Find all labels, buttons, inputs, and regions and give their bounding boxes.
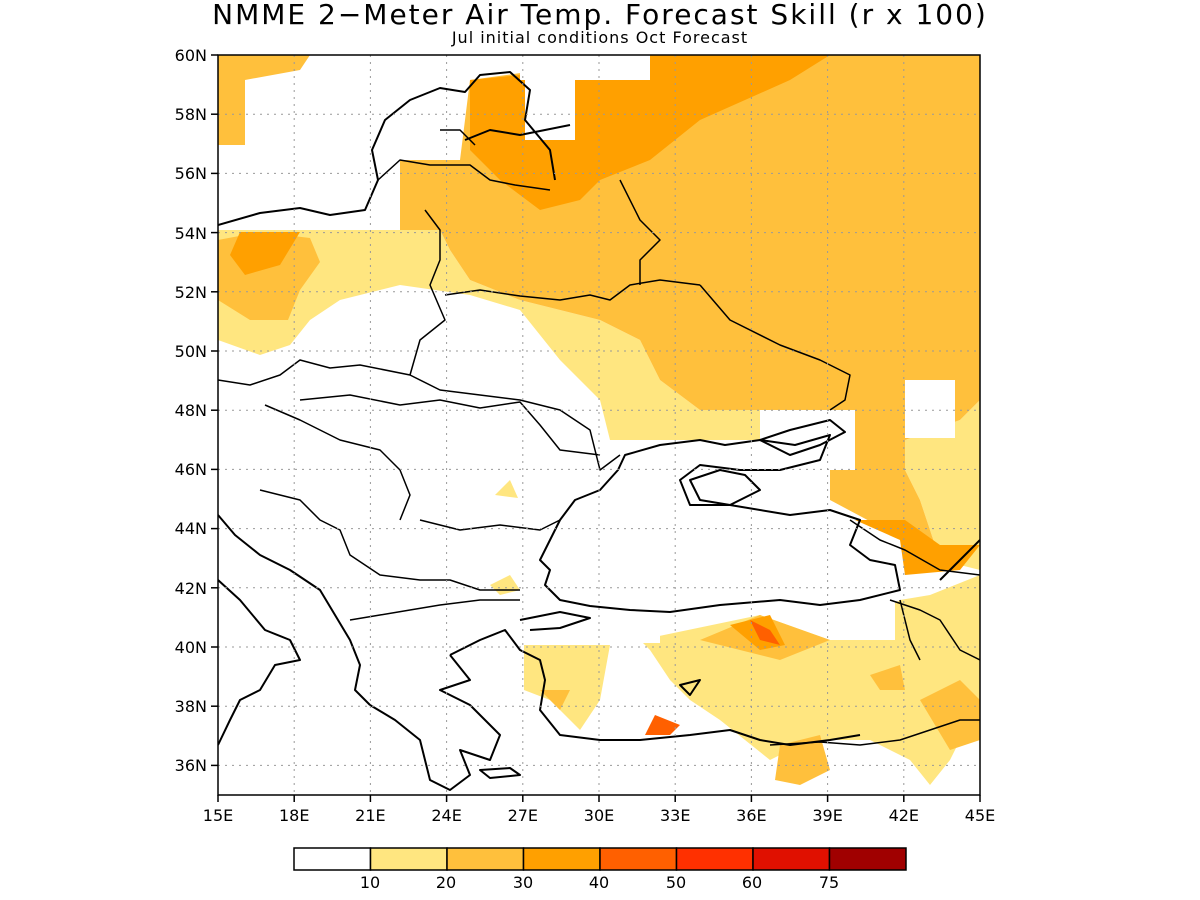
x-tick-label: 36E [736,806,766,825]
map-grid [218,55,980,795]
y-tick-label: 42N [175,579,207,598]
border-germany-poland [218,359,411,386]
gulf-of-finland-coast [464,124,571,141]
border-poland-belarus-ukraine [409,209,446,376]
skill-area-10-20-west [218,230,770,440]
skill-area-20-30-se [775,735,830,785]
y-tick-label: 48N [175,401,207,420]
aegean-coast [449,629,861,746]
colorbar-swatch [675,847,754,871]
y-tick-label: 40N [175,638,207,657]
x-tick-label: 30E [584,806,614,825]
map-subtitle: Jul initial conditions Oct Forecast [451,28,749,47]
y-tick-label: 54N [175,224,207,243]
border-caucasus [849,519,980,576]
skill-area-20-30-e [920,680,980,750]
y-tick-label: 46N [175,460,207,479]
y-tick-label: 58N [175,105,207,124]
x-tick-label: 45E [965,806,995,825]
x-tick-label: 42E [889,806,919,825]
adriatic-coast [218,514,371,706]
y-tick-label: 36N [175,756,207,775]
missing-data-blocks [218,55,955,643]
coastlines [218,71,980,791]
cyprus-coast [679,679,701,696]
skill-area-10-20-dot1 [495,480,518,498]
border-russia-ukraine-east [619,179,851,411]
skill-area-10-20-dot2 [490,575,520,595]
colorbar-swatch [369,847,448,871]
caspian-coast [939,539,980,581]
colorbar-label: 20 [436,873,456,892]
skill-area-40-50-south [645,715,680,735]
x-tick-label: 39E [812,806,842,825]
colorbar-swatch [599,847,678,871]
crete-coast [479,767,521,779]
country-borders [218,129,980,746]
border-baltic-states [377,129,551,191]
colorbar-label: 40 [589,873,609,892]
skill-area-30-40-west [230,232,300,275]
x-tick-label: 27E [508,806,538,825]
colorbar-label: 50 [666,873,686,892]
colorbar-swatch [828,847,907,871]
axis-ticks [211,54,981,802]
skill-area-20-30-w [540,690,570,710]
y-tick-label: 50N [175,342,207,361]
x-tick-label: 33E [660,806,690,825]
border-hungary-serbia [264,404,411,521]
colorbar-label: 10 [360,873,380,892]
skill-shading [218,55,980,785]
colorbar-label: 60 [742,873,762,892]
italy-coast [218,579,301,746]
black-sea-coast [539,434,901,613]
y-tick-label: 38N [175,697,207,716]
x-tick-labels: 15E 18E 21E 24E 27E 30E 33E 36E 39E 42E … [203,806,995,825]
crimea-coast [689,469,761,506]
border-ukraine-moldova-romania [409,374,621,471]
y-tick-label: 52N [175,283,207,302]
colorbar-swatch [293,847,372,871]
skill-area-20-30-nw [218,55,310,145]
y-tick-label: 44N [175,519,207,538]
skill-area-30-40-east [855,520,980,575]
y-tick-label: 60N [175,46,207,65]
colorbar-label: 30 [513,873,533,892]
x-tick-label: 15E [203,806,233,825]
colorbar-swatch [752,847,831,871]
skill-area-10-20-east [905,400,980,570]
border-romania-bulgaria [419,519,561,531]
marmara-coast [519,611,591,631]
border-turkey-east [889,599,980,661]
border-greece-north [349,599,520,621]
y-tick-label: 56N [175,164,207,183]
border-belarus-ukraine-russia [444,279,701,301]
x-tick-label: 21E [355,806,385,825]
x-tick-label: 24E [431,806,461,825]
greece-coast [369,654,501,791]
skill-area-20-30-mid [870,665,905,690]
skill-area-10-20-sw [524,645,610,730]
y-tick-labels: 36N 38N 40N 42N 44N 46N 48N 50N 52N 54N … [175,46,207,775]
baltic-coast [218,71,556,226]
colorbar-label: 75 [819,873,839,892]
colorbar-swatch [446,847,525,871]
colorbar-swatch [522,847,601,871]
colorbar: 10 20 30 40 50 60 75 [293,847,907,892]
azov-coast [759,419,846,456]
border-balkans [259,489,520,591]
border-syria-iraq [769,719,980,746]
skill-area-40-50-east [750,620,780,645]
map-title: NMME 2−Meter Air Temp. Forecast Skill (r… [212,0,988,31]
border-carpathian [299,394,601,456]
x-tick-label: 18E [279,806,309,825]
